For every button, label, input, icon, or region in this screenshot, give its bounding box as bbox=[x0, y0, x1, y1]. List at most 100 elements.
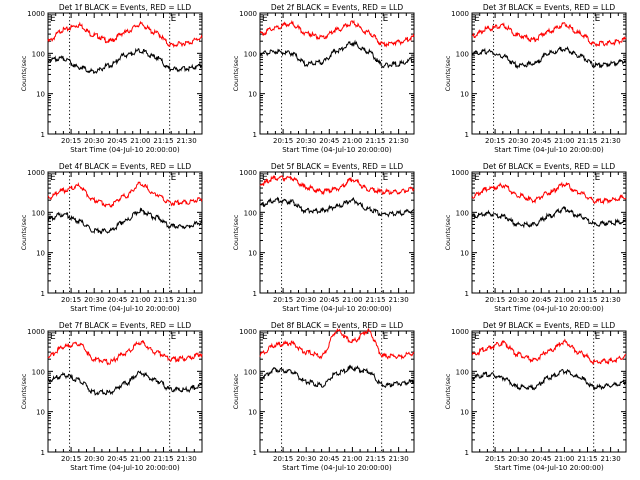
y-tick-label: 1 bbox=[253, 290, 257, 298]
series-lld bbox=[47, 339, 203, 366]
marker-label-e-left: E bbox=[474, 14, 480, 24]
x-tick-label: 20:45 bbox=[107, 296, 127, 304]
y-axis-label: Counts/sec bbox=[444, 373, 452, 409]
x-tick-label: 20:30 bbox=[296, 137, 316, 145]
series-lld bbox=[471, 338, 627, 366]
x-tick-label: 21:15 bbox=[365, 137, 385, 145]
x-tick-label: 21:00 bbox=[130, 137, 150, 145]
x-tick-label: 20:15 bbox=[61, 137, 81, 145]
y-tick-label: 1 bbox=[465, 290, 469, 298]
marker-label-e-right: E bbox=[383, 14, 389, 24]
y-tick-label: 10 bbox=[36, 409, 45, 417]
x-tick-label: 21:30 bbox=[177, 137, 197, 145]
y-tick-label: 1000 bbox=[451, 169, 469, 177]
panel-title: Det 3f BLACK = Events, RED = LLD bbox=[483, 3, 616, 12]
y-tick-label: 100 bbox=[456, 50, 469, 58]
x-axis-label: Start Time (04-Jul-10 20:00:00) bbox=[282, 305, 392, 313]
y-tick-label: 100 bbox=[244, 50, 257, 58]
series-lld bbox=[259, 174, 415, 196]
y-tick-label: 100 bbox=[32, 209, 45, 217]
x-tick-label: 20:30 bbox=[508, 296, 528, 304]
x-tick-label: 20:30 bbox=[508, 455, 528, 463]
x-tick-label: 21:30 bbox=[389, 296, 409, 304]
x-tick-label: 21:00 bbox=[554, 137, 574, 145]
panel-title: Det 2f BLACK = Events, RED = LLD bbox=[271, 3, 404, 12]
x-tick-label: 21:30 bbox=[601, 455, 621, 463]
x-tick-label: 21:15 bbox=[153, 296, 173, 304]
y-axis-label: Counts/sec bbox=[232, 373, 240, 409]
x-tick-label: 20:15 bbox=[61, 296, 81, 304]
x-tick-label: 21:15 bbox=[365, 296, 385, 304]
x-tick-label: 20:15 bbox=[273, 137, 293, 145]
y-tick-label: 10 bbox=[460, 250, 469, 258]
x-tick-label: 21:15 bbox=[577, 296, 597, 304]
x-tick-label: 21:00 bbox=[130, 455, 150, 463]
plot-frame bbox=[47, 171, 203, 294]
y-tick-label: 100 bbox=[32, 368, 45, 376]
x-tick-label: 20:30 bbox=[508, 137, 528, 145]
y-axis-label: Counts/sec bbox=[444, 214, 452, 250]
marker-label-e-right: E bbox=[595, 14, 601, 24]
x-tick-label: 21:30 bbox=[177, 455, 197, 463]
series-events bbox=[259, 364, 415, 389]
series-events bbox=[471, 46, 627, 70]
y-tick-label: 10 bbox=[36, 250, 45, 258]
x-tick-label: 21:00 bbox=[342, 137, 362, 145]
series-events bbox=[47, 47, 203, 74]
x-tick-label: 21:15 bbox=[577, 137, 597, 145]
x-tick-label: 20:45 bbox=[107, 137, 127, 145]
marker-label-e-left: E bbox=[262, 14, 268, 24]
marker-label-e-right: E bbox=[171, 14, 177, 24]
plot-frame bbox=[259, 330, 415, 453]
x-tick-label: 20:15 bbox=[485, 296, 505, 304]
y-tick-label: 10 bbox=[248, 409, 257, 417]
y-tick-label: 1 bbox=[253, 131, 257, 139]
x-axis-label: Start Time (04-Jul-10 20:00:00) bbox=[70, 146, 180, 154]
y-tick-label: 1 bbox=[41, 449, 45, 457]
plot-frame bbox=[259, 12, 415, 135]
panel-title: Det 4f BLACK = Events, RED = LLD bbox=[59, 162, 192, 171]
series-lld bbox=[47, 181, 203, 208]
marker-label-e-left: E bbox=[50, 14, 56, 24]
x-tick-label: 20:30 bbox=[84, 137, 104, 145]
x-tick-label: 20:45 bbox=[531, 296, 551, 304]
x-tick-label: 20:15 bbox=[273, 455, 293, 463]
x-axis-label: Start Time (04-Jul-10 20:00:00) bbox=[70, 464, 180, 472]
y-axis-label: Counts/sec bbox=[20, 55, 28, 91]
x-tick-label: 20:45 bbox=[319, 296, 339, 304]
series-events bbox=[47, 370, 203, 396]
marker-label-e-right: E bbox=[595, 332, 601, 342]
y-tick-label: 1000 bbox=[451, 328, 469, 336]
x-tick-label: 20:45 bbox=[319, 455, 339, 463]
y-axis-label: Counts/sec bbox=[232, 55, 240, 91]
x-tick-label: 21:15 bbox=[577, 455, 597, 463]
y-tick-label: 100 bbox=[456, 209, 469, 217]
y-tick-label: 1000 bbox=[27, 328, 45, 336]
y-tick-label: 1 bbox=[41, 290, 45, 298]
x-tick-label: 20:45 bbox=[531, 137, 551, 145]
x-tick-label: 20:30 bbox=[296, 455, 316, 463]
series-lld bbox=[260, 19, 415, 48]
series-lld bbox=[259, 327, 415, 360]
y-tick-label: 1 bbox=[465, 449, 469, 457]
y-tick-label: 1000 bbox=[239, 169, 257, 177]
y-tick-label: 1000 bbox=[451, 10, 469, 18]
panel-det-4: Det 4f BLACK = Events, RED = LLD 1 10 100 10… bbox=[20, 162, 203, 313]
x-tick-label: 21:15 bbox=[153, 137, 173, 145]
y-tick-label: 1 bbox=[465, 131, 469, 139]
x-tick-label: 21:15 bbox=[365, 455, 385, 463]
marker-label-e-right: E bbox=[595, 173, 601, 183]
x-tick-label: 20:15 bbox=[485, 137, 505, 145]
panel-title: Det 9f BLACK = Events, RED = LLD bbox=[483, 321, 616, 330]
plot-frame bbox=[47, 330, 203, 453]
x-tick-label: 21:00 bbox=[130, 296, 150, 304]
series-events bbox=[47, 207, 203, 235]
x-tick-label: 21:00 bbox=[342, 296, 362, 304]
panel-det-2: Det 2f BLACK = Events, RED = LLD 1 10 100 10… bbox=[232, 3, 415, 154]
marker-label-e-left: E bbox=[50, 173, 56, 183]
x-tick-label: 21:30 bbox=[601, 296, 621, 304]
panel-det-1: Det 1f BLACK = Events, RED = LLD 1 10 100 10… bbox=[20, 3, 203, 154]
x-axis-label: Start Time (04-Jul-10 20:00:00) bbox=[494, 146, 604, 154]
x-tick-label: 20:15 bbox=[485, 455, 505, 463]
